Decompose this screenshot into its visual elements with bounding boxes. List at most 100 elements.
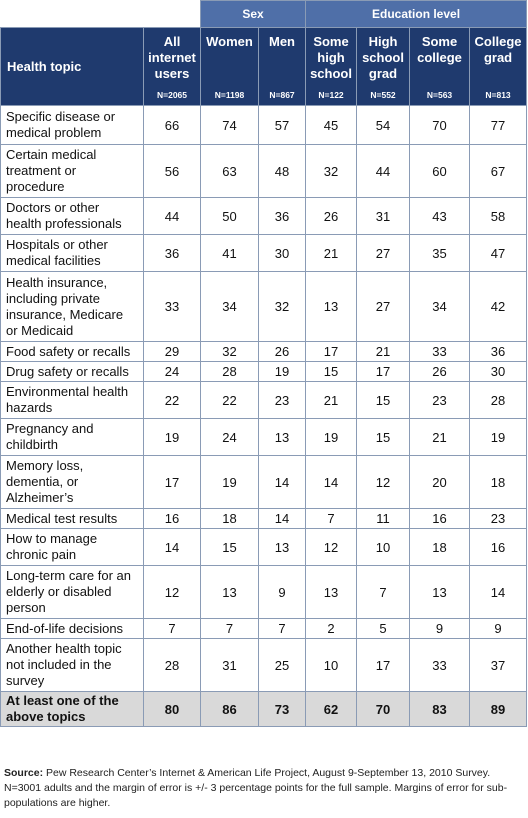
topic-line: elderly or disabled [6,584,112,599]
column-label-line: grad [368,66,398,81]
topic-line: Medical test results [6,510,118,526]
value-cell: 24 [200,418,259,456]
topic-line: including private [6,290,100,306]
value-cell: 19 [469,418,528,456]
topic-cell: Health insurance, including private insura… [0,271,144,342]
column-label-line: internet [148,50,196,65]
sample-size: N=122 [318,90,344,100]
topic-line: Doctors or other [6,200,100,215]
group-header-row: Sex Education level [0,0,528,28]
value-cell: 24 [143,361,201,382]
value-cell: 83 [409,691,471,727]
value-cell: 12 [356,455,411,509]
value-cell: 27 [356,271,411,342]
value-cell: 50 [200,197,259,235]
value-cell: 20 [409,455,471,509]
topic-line: Alzheimer’s [6,490,74,505]
value-cell: 13 [409,565,471,619]
topic-line: End-of-life decisions [6,620,124,636]
column-label-line: College [474,34,522,49]
value-cell: 23 [257,381,307,419]
value-cell: 32 [257,271,307,342]
table-row: Another health topic not included in the s… [0,638,528,692]
column-label-line: Women [206,34,253,49]
column-label: Some college [410,28,469,88]
value-cell: 26 [305,197,358,235]
sample-size: N=1198 [214,90,245,100]
table-row: Certain medical treatment or procedure 56 63… [0,144,528,198]
value-cell: 28 [469,381,528,419]
value-cell: 13 [305,271,358,342]
value-cell: 63 [200,144,259,198]
value-cell: 30 [257,234,307,272]
health-topics-table: Sex Education level Health topic All inte… [0,0,528,727]
topic-line: childbirth [6,437,59,452]
value-cell: 7 [200,618,259,639]
value-cell: 27 [356,234,411,272]
value-cell: 36 [143,234,201,272]
column-label: Women [201,28,258,88]
topic-line: not included in the [6,657,112,672]
topic-line: Health insurance, [6,274,108,290]
sex-group-header: Sex [199,0,307,28]
value-cell: 80 [143,691,201,727]
topic-cell: Pregnancy and childbirth [0,418,144,456]
sample-size: N=813 [485,90,511,100]
value-cell: 17 [356,361,411,382]
topic-line: chronic pain [6,547,77,562]
value-cell: 86 [200,691,259,727]
value-cell: 15 [356,418,411,456]
value-cell: 62 [305,691,358,727]
topic-line: survey [6,673,45,688]
value-cell: 5 [356,618,411,639]
table-row: At least one of the above topics 80 86 73 62 7… [0,691,528,727]
topic-line: Drug safety or recalls [6,363,129,379]
value-cell: 66 [143,105,201,145]
value-cell: 23 [469,508,528,529]
topic-line: health professionals [6,216,122,231]
topic-line: Long-term care for an [6,568,132,583]
table-row: Hospitals or other medical facilities 36 41… [0,234,528,272]
value-cell: 10 [305,638,358,692]
value-cell: 16 [409,508,471,529]
topic-line: hazards [6,400,53,415]
column-label-line: All [163,34,181,49]
value-cell: 14 [143,528,201,566]
column-label-line: college [417,50,462,65]
value-cell: 23 [409,381,471,419]
table-row: Drug safety or recalls 24 28 19 15 17 26 30 [0,361,528,382]
topic-cell: Certain medical treatment or procedure [0,144,144,198]
column-label-line: users [154,66,190,81]
value-cell: 17 [143,455,201,509]
column-header-women: Women N=1198 [200,27,259,106]
sample-size: N=867 [269,90,295,100]
topic-line: Certain medical [6,147,97,162]
topic-cell: Food safety or recalls [0,341,144,362]
value-cell: 33 [409,341,471,362]
topic-cell: Hospitals or other medical facilities [0,234,144,272]
value-cell: 41 [200,234,259,272]
education-group-header: Education level [305,0,528,28]
topic-cell: Doctors or other health professionals [0,197,144,235]
value-cell: 22 [200,381,259,419]
topic-line: or Medicaid [6,322,74,338]
value-cell: 9 [409,618,471,639]
value-cell: 14 [257,508,307,529]
topic-line: At least one of the [6,693,119,708]
topic-cell: At least one of the above topics [0,691,144,727]
value-cell: 44 [143,197,201,235]
column-label-line: Some [313,34,349,49]
table-row: Health insurance, including private insura… [0,271,528,342]
value-cell: 9 [469,618,528,639]
value-cell: 7 [356,565,411,619]
value-cell: 19 [305,418,358,456]
column-header-some-hs: Some high school N=122 [305,27,358,106]
topic-line: treatment or [6,163,77,178]
sample-size: N=552 [370,90,396,100]
value-cell: 15 [200,528,259,566]
table-row: End-of-life decisions 7 7 7 2 5 9 9 [0,618,528,639]
value-cell: 67 [469,144,528,198]
value-cell: 56 [143,144,201,198]
value-cell: 33 [143,271,201,342]
value-cell: 14 [305,455,358,509]
